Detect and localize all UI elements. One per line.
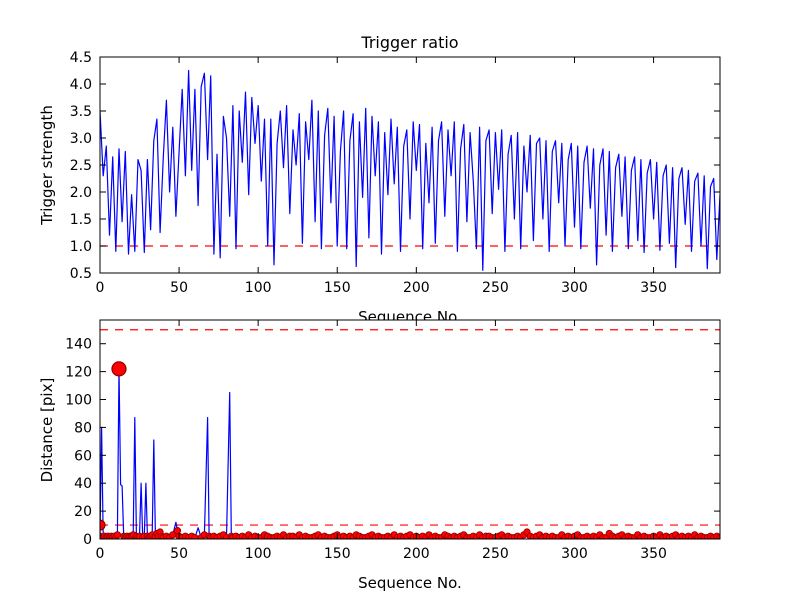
x-tick-label: 0 xyxy=(96,546,105,562)
y-tick-label: 0 xyxy=(83,532,92,548)
x-tick-label: 50 xyxy=(170,546,188,562)
x-tick-label: 300 xyxy=(561,280,588,296)
bottom-plot-area xyxy=(100,320,720,539)
x-tick-label: 100 xyxy=(245,280,272,296)
trigger-strength-line xyxy=(100,69,720,271)
event-marker xyxy=(100,519,106,531)
chart-title: Trigger ratio xyxy=(360,33,458,52)
y-tick-label: 4.5 xyxy=(70,50,92,66)
detection-dot xyxy=(191,534,199,539)
detection-dot xyxy=(113,531,121,539)
bottom-x-axis-label: Sequence No. xyxy=(358,574,462,592)
y-tick-label: 20 xyxy=(74,504,92,520)
y-tick-label: 140 xyxy=(65,337,92,353)
x-tick-label: 200 xyxy=(403,280,430,296)
bottom-plot-frame xyxy=(99,319,721,540)
y-tick-label: 0.5 xyxy=(70,266,92,282)
y-tick-label: 120 xyxy=(65,365,92,381)
y-tick-label: 3.0 xyxy=(70,131,92,147)
top-plot-area xyxy=(100,57,720,273)
top-plot-trigger-strength: 0 50 100 150 200 250 300 350 4.5 4.0 3.5 3.0 2.5 2.0 1… xyxy=(38,33,721,326)
y-tick-label: 100 xyxy=(65,393,92,409)
y-tick-label: 80 xyxy=(74,420,92,436)
bottom-y-axis-label: Distance [pix] xyxy=(38,378,56,483)
top-y-axis-label: Trigger strength xyxy=(38,105,56,226)
x-tick-label: 300 xyxy=(561,546,588,562)
x-tick-label: 50 xyxy=(170,280,188,296)
x-tick-label: 100 xyxy=(245,546,272,562)
y-tick-label: 2.5 xyxy=(70,158,92,174)
x-tick-label: 250 xyxy=(482,546,509,562)
y-tick-label: 4.0 xyxy=(70,77,92,93)
x-tick-label: 350 xyxy=(640,280,667,296)
x-tick-label: 250 xyxy=(482,280,509,296)
x-tick-label: 150 xyxy=(324,280,351,296)
x-tick-label: 0 xyxy=(96,280,105,296)
y-tick-label: 40 xyxy=(74,476,92,492)
event-marker xyxy=(111,361,127,377)
x-tick-label: 350 xyxy=(640,546,667,562)
y-tick-label: 1.0 xyxy=(70,239,92,255)
y-tick-label: 2.0 xyxy=(70,185,92,201)
x-tick-label: 200 xyxy=(403,546,430,562)
bottom-plot-distance: 0 50 100 150 200 250 300 350140120100806040200 … xyxy=(38,319,721,592)
y-tick-label: 3.5 xyxy=(70,104,92,120)
y-tick-label: 60 xyxy=(74,448,92,464)
x-tick-label: 150 xyxy=(324,546,351,562)
y-tick-label: 1.5 xyxy=(70,212,92,228)
